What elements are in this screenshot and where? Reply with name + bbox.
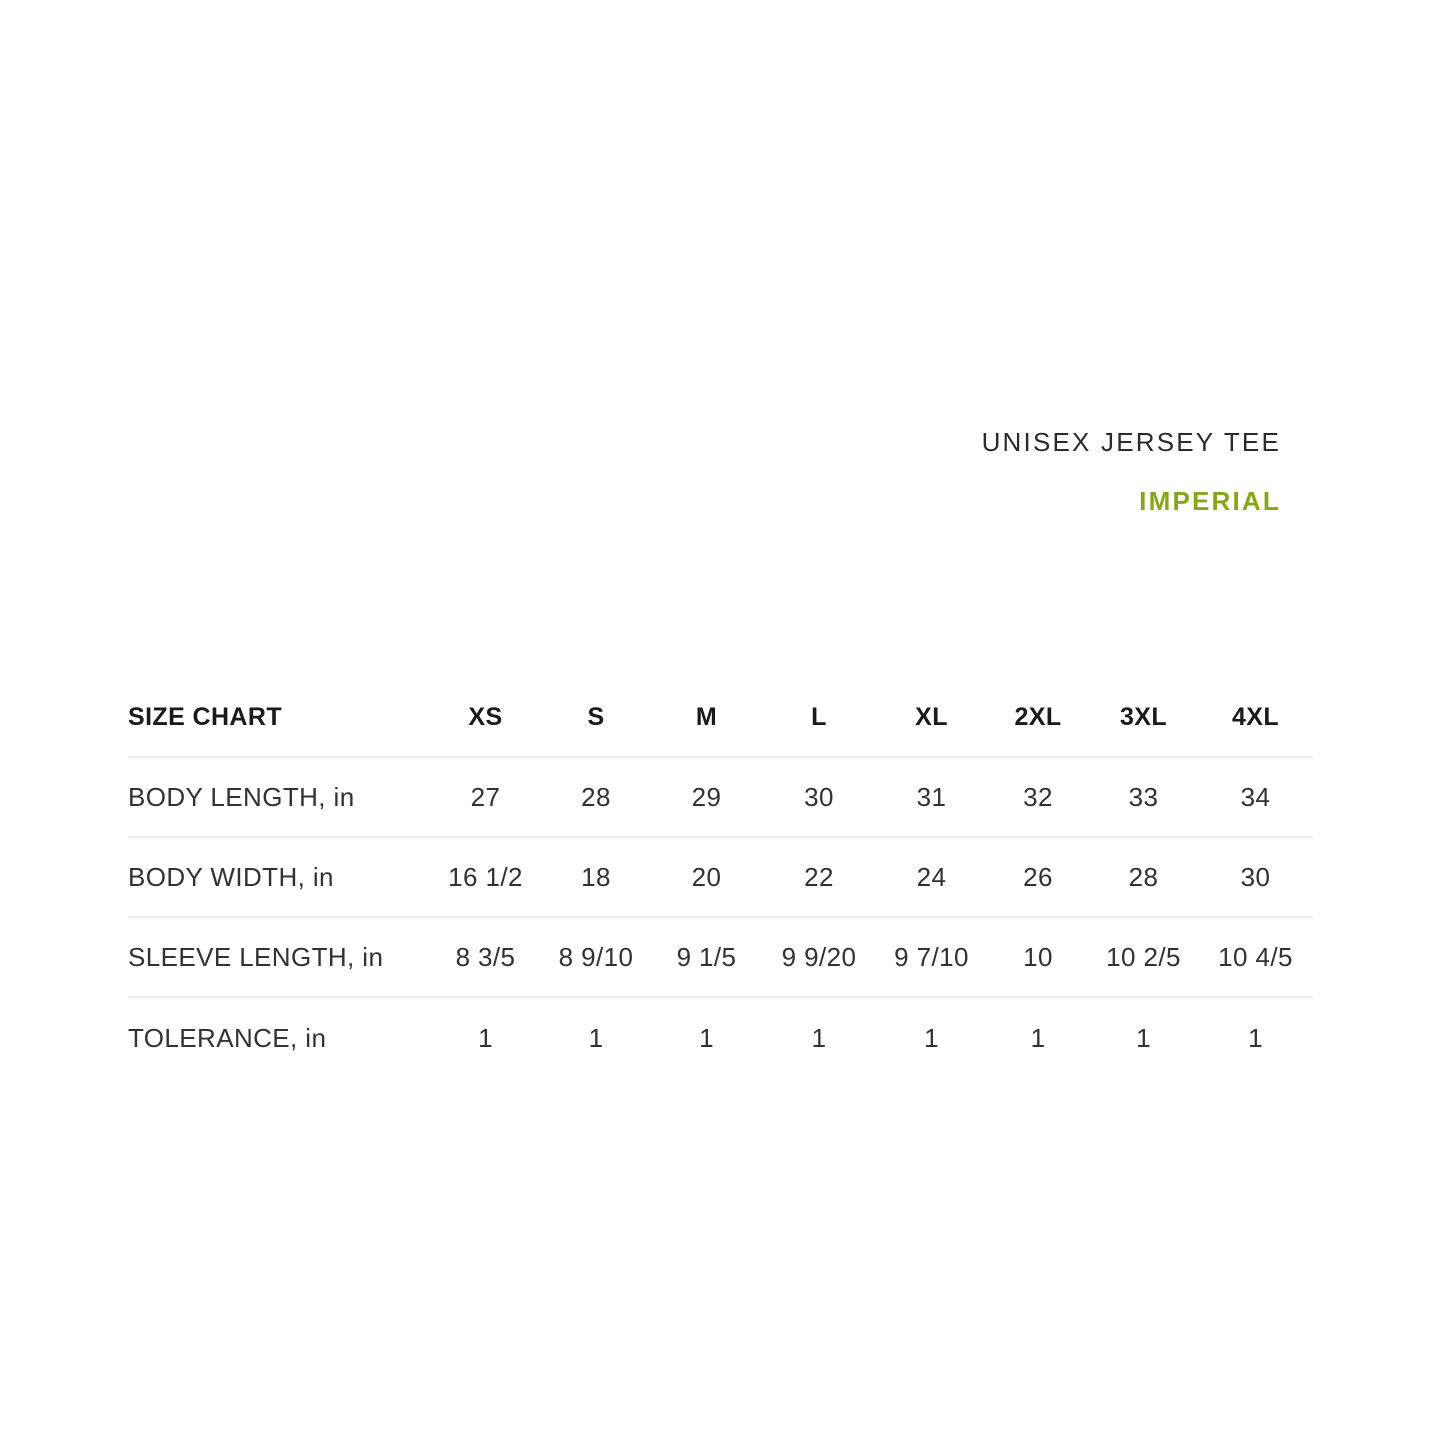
column-header-l: L [811,702,827,731]
row-label: BODY WIDTH, in [128,861,334,892]
cell: 1 [1248,1022,1263,1053]
column-header-2xl: 2XL [1014,702,1062,731]
column-header-m: M [695,702,718,731]
unit-system-label: IMPERIAL [1139,486,1281,516]
size-chart-title: SIZE CHART [128,702,282,731]
cell: 1 [1136,1022,1151,1053]
cell: 1 [588,1022,604,1053]
cell: 9 9/20 [781,941,857,972]
cell: 18 [581,861,611,892]
column-header-xl: XL [915,702,948,731]
product-title: UNISEX JERSEY TEE [981,427,1281,457]
cell: 24 [916,861,947,892]
cell: 27 [470,781,501,812]
cell: 31 [916,781,947,812]
cell: 20 [691,861,722,892]
cell: 29 [691,781,722,812]
cell: 28 [1128,861,1159,892]
cell: 22 [804,861,834,892]
cell: 30 [1240,861,1271,892]
cell: 26 [1023,861,1053,892]
column-header-xs: XS [468,702,503,731]
cell: 8 3/5 [455,941,516,972]
cell: 8 9/10 [558,941,634,972]
size-chart-table: SIZE CHART XS S M L XL 2XL 3XL 4XL BODY … [128,678,1313,1078]
cell: 1 [811,1022,827,1053]
column-header-3xl: 3XL [1119,702,1168,731]
cell: 34 [1240,781,1271,812]
cell: 1 [478,1022,493,1053]
row-label: BODY LENGTH, in [128,781,355,812]
cell: 9 1/5 [676,941,737,972]
cell: 32 [1023,781,1053,812]
row-label: TOLERANCE, in [128,1022,327,1053]
table-row-tolerance: TOLERANCE, in 1 1 1 1 1 1 1 1 [128,998,1313,1078]
cell: 10 4/5 [1218,941,1293,972]
cell: 30 [804,781,834,812]
cell: 33 [1128,781,1159,812]
cell: 1 [1030,1022,1046,1053]
cell: 10 [1023,941,1053,972]
table-row-body-width: BODY WIDTH, in 16 1/2 18 20 22 24 26 28 … [128,838,1313,918]
cell: 9 7/10 [894,941,969,972]
cell: 10 2/5 [1106,941,1181,972]
cell: 1 [924,1022,939,1053]
size-chart-header-row: SIZE CHART XS S M L XL 2XL 3XL 4XL [128,678,1313,758]
cell: 28 [581,781,611,812]
column-header-4xl: 4XL [1231,702,1280,731]
table-row-sleeve-length: SLEEVE LENGTH, in 8 3/5 8 9/10 9 1/5 9 9… [128,918,1313,998]
row-label: SLEEVE LENGTH, in [128,941,384,972]
product-header: UNISEX JERSEY TEE IMPERIAL [982,428,1281,515]
column-header-s: S [587,702,605,731]
cell: 1 [699,1022,714,1053]
cell: 16 1/2 [448,861,523,892]
table-row-body-length: BODY LENGTH, in 27 28 29 30 31 32 33 34 [128,758,1313,838]
